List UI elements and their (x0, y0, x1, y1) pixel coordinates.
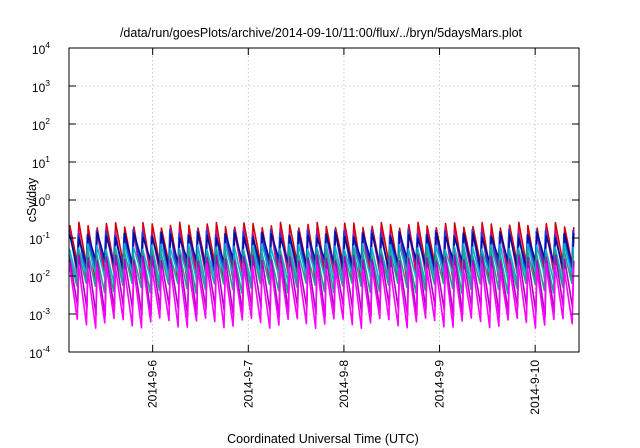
x-tick-label: 2014-9-7 (241, 360, 255, 408)
y-tick-label: 102 (32, 116, 50, 133)
y-tick-label: 100 (32, 192, 50, 209)
x-axis-label: Coordinated Universal Time (UTC) (227, 432, 419, 446)
y-tick-label: 10-3 (29, 306, 50, 323)
y-tick-label: 10-4 (29, 344, 50, 361)
x-tick-label: 2014-9-9 (433, 360, 447, 408)
x-tick-label: 2014-9-10 (528, 360, 542, 415)
y-tick-label: 10-2 (29, 268, 50, 285)
x-tick-label: 2014-9-6 (146, 360, 160, 408)
x-axis: 2014-9-6 2014-9-7 2014-9-8 2014-9-9 2014-9-1… (146, 48, 542, 415)
y-tick-label: 10-1 (29, 230, 50, 247)
y-axis: 10-4 10-3 10-2 10-1 100 101 102 103 104 (29, 40, 579, 361)
y-tick-label: 101 (32, 154, 50, 171)
series-line (68, 247, 574, 295)
y-tick-label: 103 (32, 78, 50, 95)
x-tick-label: 2014-9-8 (337, 360, 351, 408)
series-line (68, 262, 575, 330)
plot-series (68, 221, 575, 330)
y-tick-label: 104 (32, 40, 50, 57)
y-axis-label: cSv/day (25, 177, 39, 222)
chart-title: /data/run/goesPlots/archive/2014-09-10/1… (120, 26, 523, 40)
